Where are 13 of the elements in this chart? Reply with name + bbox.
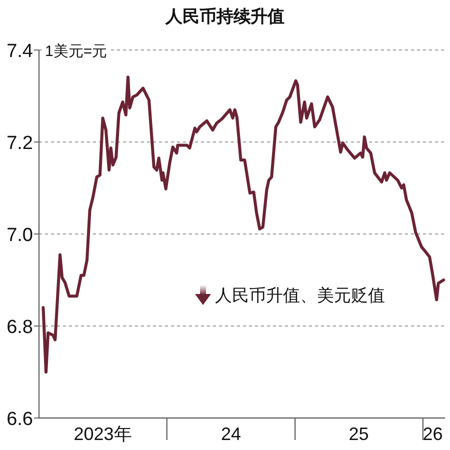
annotation: 人民币升值、美元贬值 xyxy=(215,286,385,305)
y-tick-label: 7.0 xyxy=(6,225,33,246)
y-tick-label: 7.4 xyxy=(6,41,34,62)
x-tick-label: 25 xyxy=(348,424,369,444)
y-axis-title: 1美元=元 xyxy=(45,43,108,60)
x-tick-label: 2023年 xyxy=(74,424,132,444)
x-tick-label: 26 xyxy=(422,424,443,444)
y-tick-label: 6.8 xyxy=(6,317,33,338)
y-tick-label: 6.6 xyxy=(6,409,33,430)
x-tick-label: 24 xyxy=(220,424,241,444)
y-tick-label: 7.2 xyxy=(6,133,33,154)
chart-title: 人民币持续升值 xyxy=(164,7,284,26)
line-series xyxy=(42,76,446,374)
